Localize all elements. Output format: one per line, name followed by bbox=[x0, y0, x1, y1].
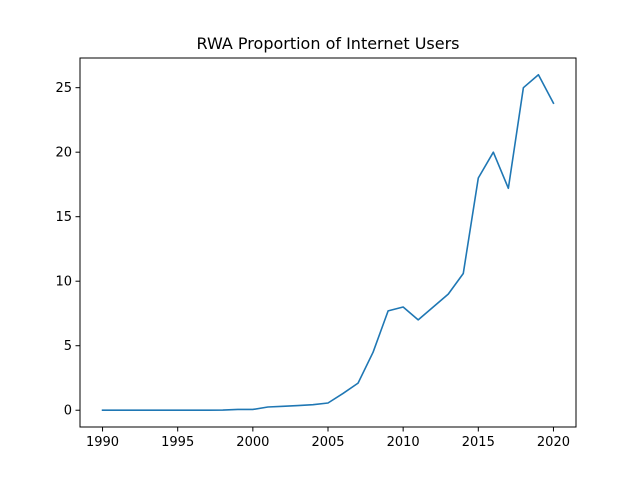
x-tick-label: 1995 bbox=[161, 435, 194, 450]
y-tick-label: 5 bbox=[64, 339, 72, 354]
y-tick-label: 25 bbox=[55, 81, 72, 96]
y-tick-label: 20 bbox=[55, 146, 72, 161]
x-tick-label: 2020 bbox=[537, 435, 570, 450]
plot-area bbox=[101, 73, 555, 412]
y-axis: 0 5 10 15 20 25 bbox=[55, 81, 80, 419]
series-line-0 bbox=[101, 73, 555, 412]
x-tick-label: 2010 bbox=[387, 435, 420, 450]
y-tick-label: 15 bbox=[55, 210, 72, 225]
y-tick-label: 10 bbox=[55, 275, 72, 290]
x-tick-label: 2000 bbox=[236, 435, 269, 450]
chart-title: RWA Proportion of Internet Users bbox=[196, 34, 459, 53]
x-tick-label: 2015 bbox=[462, 435, 495, 450]
x-tick-label: 1990 bbox=[86, 435, 119, 450]
x-axis: 1990 1995 2000 2005 2010 2015 2020 bbox=[86, 427, 570, 450]
x-tick-label: 2005 bbox=[311, 435, 344, 450]
y-tick-label: 0 bbox=[64, 404, 72, 419]
